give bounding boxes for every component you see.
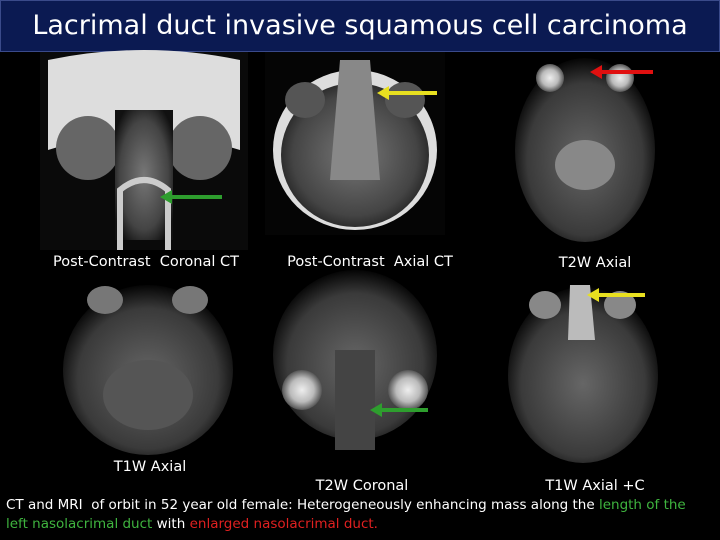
caption-highlight: length of the left nasolacrimal duct: [6, 497, 691, 532]
caption-text: CT and MRI of orbit in 52 year old femal…: [6, 497, 599, 513]
image-label: T2W Coronal: [315, 478, 409, 494]
t2w-coronal-image: [270, 270, 440, 455]
image-label: T2W Axial: [558, 255, 632, 271]
t2w-axial-image: [510, 52, 660, 250]
caption: CT and MRI of orbit in 52 year old femal…: [6, 496, 706, 534]
caption-text: with: [152, 516, 190, 532]
image-label: T1W Axial +C: [545, 478, 645, 494]
caption-highlight: enlarged nasolacrimal duct.: [189, 516, 378, 532]
t1w-axial-contrast-image: [505, 272, 660, 465]
t1w-axial-image: [55, 275, 240, 455]
slide-title: Lacrimal duct invasive squamous cell car…: [0, 0, 720, 52]
arrows: [160, 65, 653, 417]
image-label: Post-Contrast Axial CT: [287, 254, 453, 270]
axial-ct-image: [265, 52, 445, 235]
image-label: T1W Axial: [113, 459, 187, 475]
image-label: Post-Contrast Coronal CT: [53, 254, 239, 270]
coronal-ct-image: [40, 50, 248, 250]
